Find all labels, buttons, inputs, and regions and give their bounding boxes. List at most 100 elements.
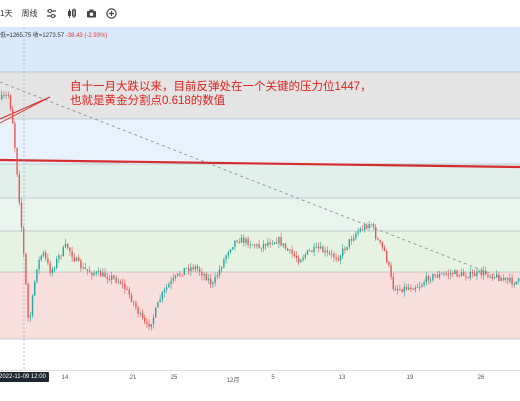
candle-body	[20, 202, 23, 228]
price-chart[interactable]	[0, 27, 520, 370]
candle-body	[368, 224, 370, 229]
candle-body	[342, 248, 344, 256]
candle-body	[315, 246, 317, 248]
candle-body	[104, 272, 106, 278]
interval-selector[interactable]: 1天	[0, 0, 12, 27]
candle-body	[157, 301, 159, 308]
candle-body	[126, 289, 128, 291]
candle-body	[452, 273, 454, 275]
chart-toolbar: 1天 周线	[0, 0, 520, 28]
candle-body	[27, 283, 29, 318]
candle-body	[267, 242, 269, 246]
candle-body	[75, 257, 78, 262]
candle-body	[93, 273, 95, 276]
candle-body	[179, 273, 181, 275]
candle-body	[161, 292, 163, 300]
candle-body	[414, 287, 416, 290]
candle-body	[148, 323, 150, 327]
candle-body	[236, 240, 238, 242]
resistance-line	[0, 158, 520, 169]
candle-body	[128, 289, 130, 295]
candle-body	[491, 275, 493, 279]
add-button[interactable]	[106, 0, 118, 27]
candle-body	[262, 243, 265, 249]
candle-body	[328, 252, 331, 254]
candle-body	[152, 317, 155, 325]
candle-body	[172, 277, 174, 281]
candle-body	[337, 258, 339, 261]
snapshot-button[interactable]	[86, 0, 97, 27]
candle-body	[482, 270, 485, 276]
candle-body	[137, 307, 139, 314]
period-selector[interactable]: 周线	[21, 0, 37, 27]
candle-type-button[interactable]	[66, 0, 77, 27]
candle-body	[232, 246, 234, 250]
candle-body	[427, 276, 430, 281]
candle-body	[456, 270, 458, 277]
candle-body	[170, 280, 172, 285]
candle-body	[449, 273, 452, 275]
candle-body	[166, 287, 168, 290]
candle-body	[460, 272, 463, 276]
candle-body	[53, 267, 56, 270]
candle-body	[130, 294, 133, 302]
candle-body	[291, 249, 293, 255]
candle-body	[251, 244, 254, 246]
candle-body	[377, 238, 379, 240]
candle-body	[29, 315, 31, 318]
indicator-button[interactable]	[46, 0, 57, 27]
candle-body	[278, 237, 280, 244]
candle-body	[302, 257, 304, 260]
candle-body	[62, 247, 64, 257]
candle-body	[293, 254, 295, 256]
candle-body	[245, 238, 247, 243]
candle-body	[372, 224, 375, 228]
candle-body	[100, 271, 102, 277]
candle-body	[238, 241, 240, 243]
candle-body	[108, 279, 111, 280]
x-tick: 25	[170, 375, 178, 381]
candle-body	[49, 263, 51, 274]
candle-body	[205, 274, 207, 281]
candle-body	[487, 274, 489, 277]
candle-body	[58, 255, 60, 260]
fib-zone-mint	[0, 198, 520, 231]
period-label: 周线	[21, 9, 38, 18]
candle-body	[304, 254, 306, 258]
candle-body	[38, 259, 40, 270]
time-axis[interactable]: 2022-11-09 12:00 14 21 25 12月 5 13 19 26	[0, 370, 520, 401]
candle-body	[155, 307, 157, 318]
candle-body	[386, 251, 388, 262]
candle-body	[78, 257, 80, 261]
candle-body	[159, 299, 161, 302]
candle-body	[234, 240, 236, 247]
candle-body	[203, 274, 205, 276]
chart-canvas[interactable]	[0, 27, 520, 370]
annotation-pointer-line-2	[0, 96, 51, 124]
candle-body	[353, 238, 355, 241]
candle-body	[471, 271, 474, 274]
x-tick: 12月	[226, 378, 240, 384]
candle-body	[390, 265, 392, 277]
candle-body	[51, 269, 53, 274]
candle-body	[119, 281, 122, 284]
candle-body	[190, 267, 192, 272]
candle-body	[73, 257, 75, 262]
annotation-pointer-line	[0, 96, 51, 120]
ohlc-change: -38.43 (-2.93%)	[65, 33, 108, 39]
candle-body	[106, 277, 108, 280]
candle-body	[273, 242, 276, 245]
candle-body	[498, 274, 500, 281]
candle-body	[177, 273, 179, 276]
candle-body	[117, 281, 119, 283]
candle-body	[188, 268, 190, 272]
chart-annotation[interactable]: 自十一月大跌以来，目前反弹处在一个关键的压力位1447， 也就是黄金分割点0.6…	[70, 80, 372, 108]
candle-body	[249, 244, 251, 246]
candle-body	[247, 238, 249, 246]
candle-body	[124, 283, 126, 290]
candle-body	[199, 269, 201, 273]
candle-body	[333, 253, 335, 258]
candle-body	[31, 295, 34, 316]
candle-body	[102, 272, 104, 277]
candle-body	[276, 242, 278, 244]
